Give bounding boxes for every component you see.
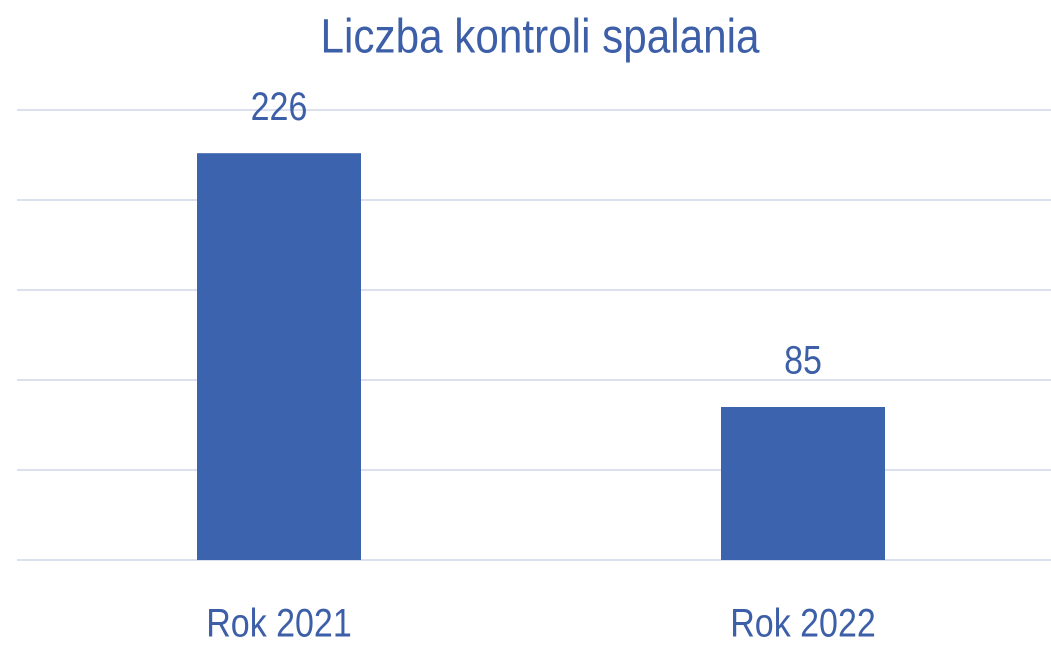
x-tick-label: Rok 2021 [206,600,352,645]
data-label: 85 [784,337,822,382]
x-tick-label: Rok 2022 [730,600,876,645]
chart-title: Liczba kontroli spalania [320,9,760,63]
bar [197,153,361,560]
data-label: 226 [251,83,308,128]
bar [721,407,885,560]
